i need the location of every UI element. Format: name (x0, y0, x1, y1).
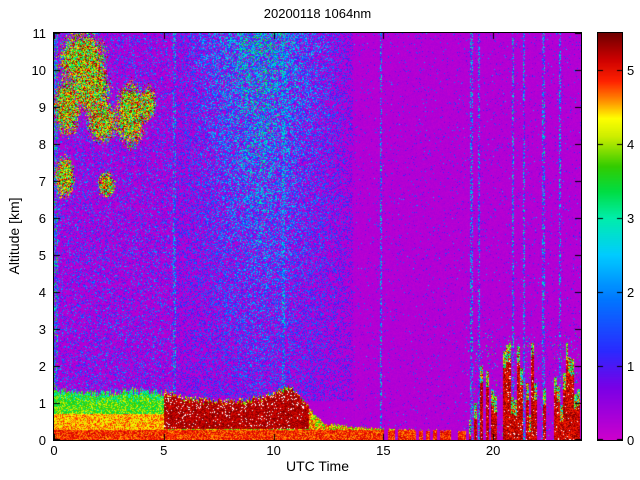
y-tick-label: 0 (38, 433, 46, 448)
y-tick-label: 9 (38, 100, 46, 115)
x-tick-label: 0 (50, 443, 58, 458)
y-tick-label: 3 (38, 322, 46, 337)
y-tick-label: 6 (38, 211, 46, 226)
colorbar-ticks: 0 1 2 3 4 5 (627, 33, 640, 448)
heatmap-plot (53, 32, 582, 441)
y-axis-ticks: 0 1 2 3 4 5 6 7 8 9 10 11 (18, 26, 48, 448)
y-tick-label: 1 (38, 396, 46, 411)
colorbar-tick-label: 2 (627, 285, 635, 300)
y-tick-label: 10 (31, 63, 46, 78)
chart-title: 20200118 1064nm (263, 6, 372, 21)
y-tick-label: 8 (38, 137, 46, 152)
y-tick-label: 7 (38, 174, 46, 189)
colorbar-tick-label: 4 (627, 137, 635, 152)
y-tick-label: 5 (38, 248, 46, 263)
y-tick-label: 11 (32, 26, 47, 41)
x-tick-label: 15 (376, 443, 391, 458)
colorbar-tick-label: 3 (627, 211, 635, 226)
x-tick-label: 5 (160, 443, 168, 458)
x-tick-label: 10 (266, 443, 281, 458)
y-tick-label: 4 (38, 285, 46, 300)
colorbar-tick-label: 0 (627, 433, 635, 448)
colorbar-tick-label: 1 (627, 359, 635, 374)
x-axis-label: UTC Time (286, 458, 349, 474)
y-tick-label: 2 (38, 359, 46, 374)
x-axis-ticks: 0 5 10 15 20 (50, 443, 581, 459)
colorbar-tick-label: 5 (627, 63, 635, 78)
colorbar (597, 32, 623, 441)
x-tick-label: 20 (485, 443, 501, 458)
